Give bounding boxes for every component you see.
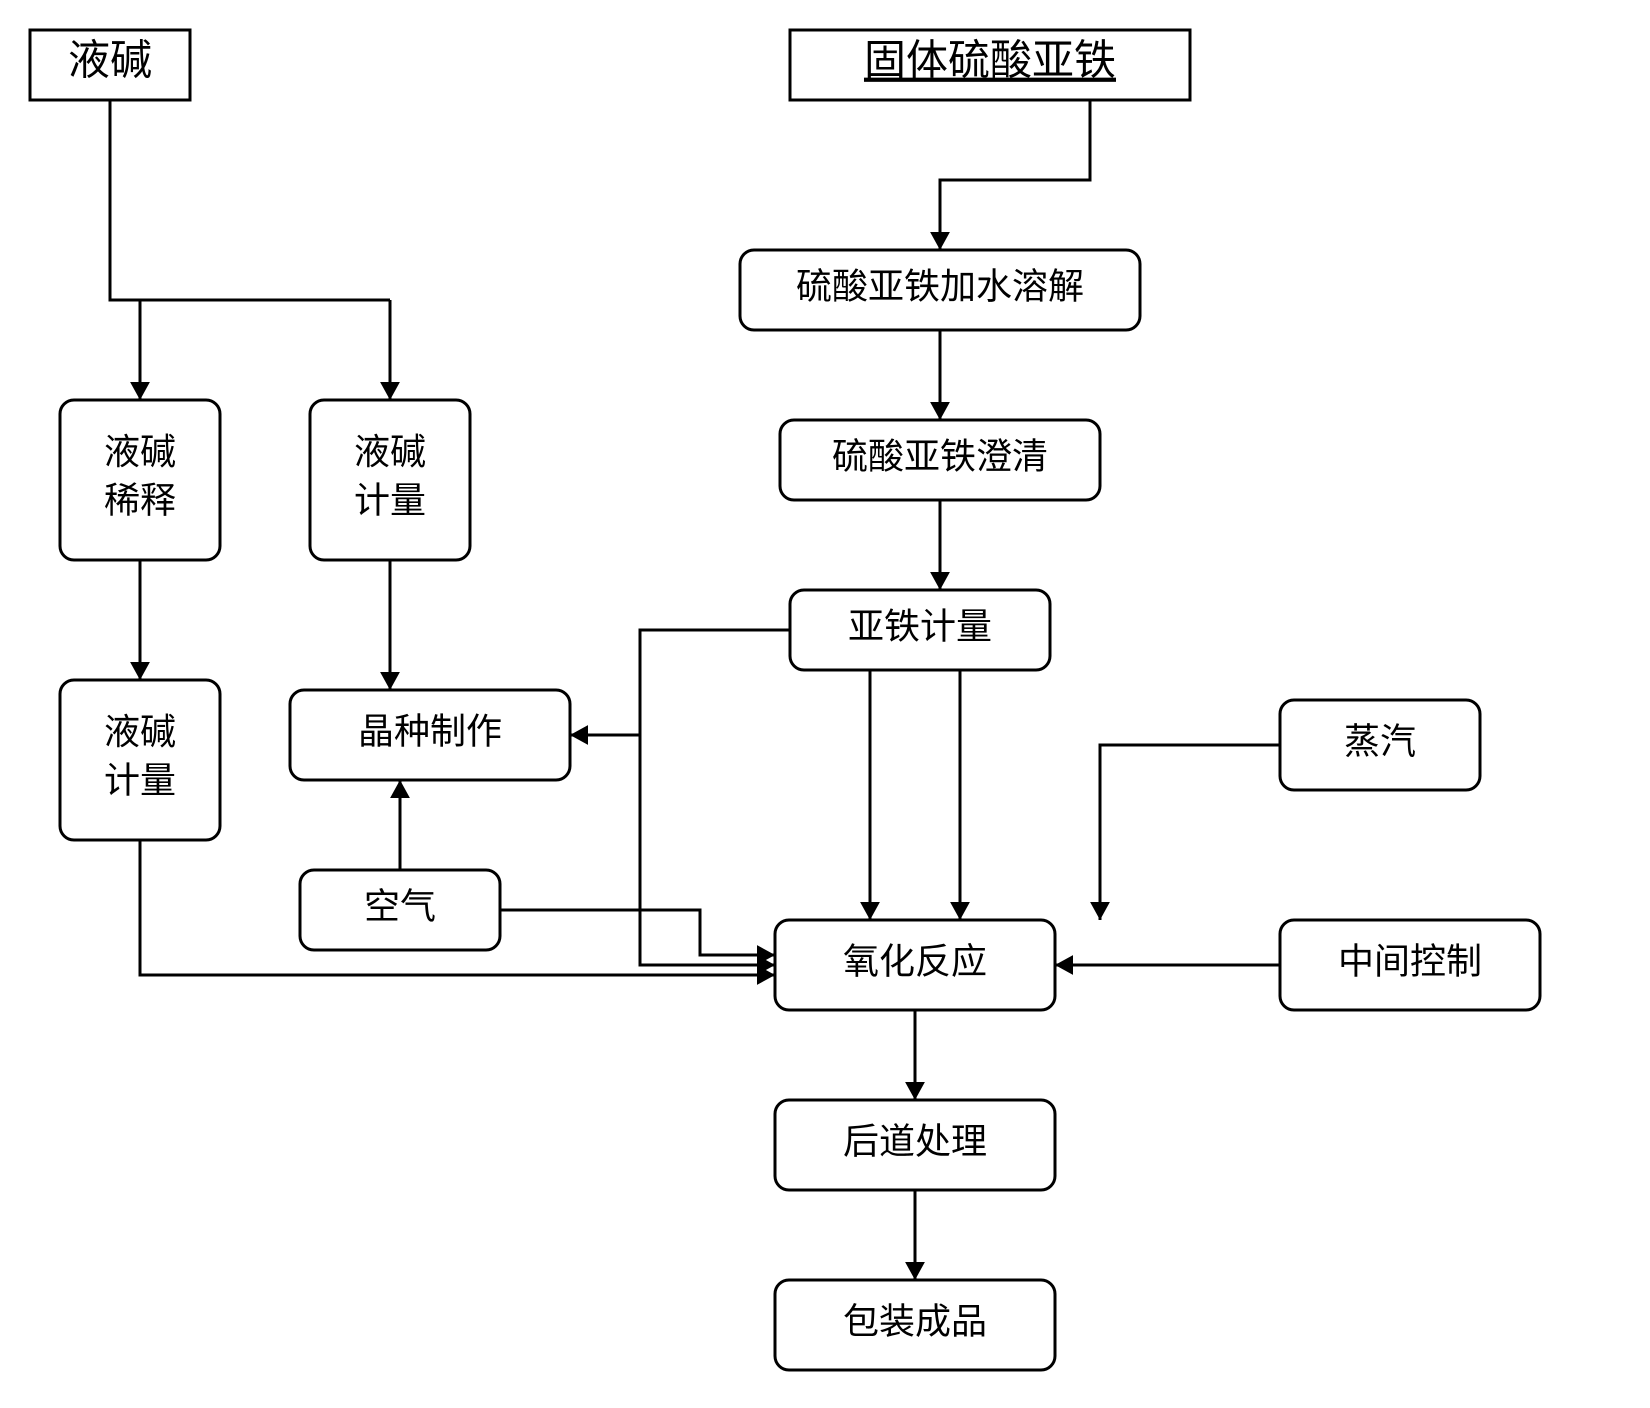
node-input_alkali-label: 液碱 xyxy=(68,39,152,85)
node-seed-label: 晶种制作 xyxy=(358,711,502,751)
node-fe_meter-label: 亚铁计量 xyxy=(848,606,992,646)
node-fe_meter: 亚铁计量 xyxy=(790,590,1050,670)
node-input_feso4: 固体硫酸亚铁 xyxy=(790,30,1190,100)
edge-steam-oxidation xyxy=(1100,745,1280,920)
node-oxidation: 氧化反应 xyxy=(775,920,1055,1010)
node-control: 中间控制 xyxy=(1280,920,1540,1010)
node-air: 空气 xyxy=(300,870,500,950)
nodes-layer: 液碱固体硫酸亚铁硫酸亚铁加水溶解硫酸亚铁澄清亚铁计量液碱稀释液碱计量液碱计量晶种… xyxy=(30,30,1540,1370)
node-post: 后道处理 xyxy=(775,1100,1055,1190)
arrowhead-10 xyxy=(390,780,410,798)
arrowhead-5 xyxy=(380,382,400,400)
node-input_feso4-label: 固体硫酸亚铁 xyxy=(864,39,1116,85)
node-alkali_dilute: 液碱稀释 xyxy=(60,400,220,560)
arrowhead-18 xyxy=(905,1082,925,1100)
edge-fe_meter-seed_branch xyxy=(640,630,790,735)
edge-seed-oxidation xyxy=(570,735,775,965)
node-pack-label: 包装成品 xyxy=(843,1301,987,1341)
arrowhead-16 xyxy=(1090,902,1110,920)
node-dissolve: 硫酸亚铁加水溶解 xyxy=(740,250,1140,330)
node-alkali_meter1: 液碱计量 xyxy=(310,400,470,560)
arrowhead-6 xyxy=(130,662,150,680)
node-alkali_meter1-label-0: 液碱 xyxy=(354,432,426,472)
arrowhead-2 xyxy=(930,572,950,590)
node-pack: 包装成品 xyxy=(775,1280,1055,1370)
arrowhead-15 xyxy=(950,902,970,920)
node-air-label: 空气 xyxy=(364,886,436,926)
edge-input_feso4-dissolve xyxy=(940,100,1090,250)
arrowhead-17 xyxy=(1055,955,1073,975)
flowchart-canvas: 液碱固体硫酸亚铁硫酸亚铁加水溶解硫酸亚铁澄清亚铁计量液碱稀释液碱计量液碱计量晶种… xyxy=(0,0,1650,1408)
node-control-label: 中间控制 xyxy=(1338,941,1482,981)
node-clarify: 硫酸亚铁澄清 xyxy=(780,420,1100,500)
arrowhead-7 xyxy=(380,672,400,690)
node-alkali_meter2-label-0: 液碱 xyxy=(104,712,176,752)
arrowhead-19 xyxy=(905,1262,925,1280)
node-alkali_dilute-label-0: 液碱 xyxy=(104,432,176,472)
node-input_alkali: 液碱 xyxy=(30,30,190,100)
edge-input_alkali-branch xyxy=(110,100,390,300)
node-dissolve-label: 硫酸亚铁加水溶解 xyxy=(796,266,1084,306)
node-steam: 蒸汽 xyxy=(1280,700,1480,790)
arrowhead-14 xyxy=(860,902,880,920)
node-oxidation-label: 氧化反应 xyxy=(843,941,987,981)
node-alkali_meter2-label-1: 计量 xyxy=(104,761,176,801)
node-clarify-label: 硫酸亚铁澄清 xyxy=(832,436,1048,476)
node-post-label: 后道处理 xyxy=(843,1121,987,1161)
node-alkali_meter2: 液碱计量 xyxy=(60,680,220,840)
node-steam-label: 蒸汽 xyxy=(1344,721,1416,761)
node-alkali_meter1-label-1: 计量 xyxy=(354,481,426,521)
node-alkali_dilute-label-1: 稀释 xyxy=(104,481,176,521)
arrowhead-0 xyxy=(930,232,950,250)
arrowhead-4 xyxy=(130,382,150,400)
arrowhead-1 xyxy=(930,402,950,420)
edge-air-oxidation xyxy=(500,910,775,955)
node-seed: 晶种制作 xyxy=(290,690,570,780)
